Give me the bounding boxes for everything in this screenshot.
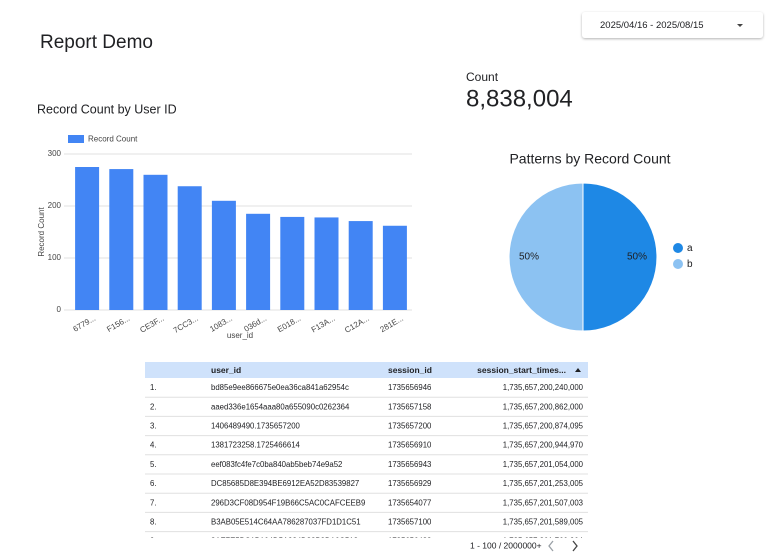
row-number: 7.: [150, 498, 157, 507]
pie-slice: [582, 182, 658, 332]
pie-slice: [508, 182, 584, 332]
x-tick-label: F156...: [105, 314, 131, 334]
scorecard-value: 8,838,004: [466, 85, 573, 112]
legend-swatch: [68, 135, 84, 143]
table-cell: 1381723258.1725466614: [211, 441, 301, 450]
slice-label: 50%: [519, 252, 539, 263]
bar: [280, 216, 305, 310]
table-cell: 8AE7E5BC1B104D5A934D83B9D16C512: [211, 537, 358, 546]
table-cell: 1735657100: [388, 517, 432, 526]
table-cell: DC85685D8E394BE6912EA52D83539827: [211, 479, 359, 488]
table-cell: bd85e9ee866675e0ea36ca841a62954c: [211, 383, 349, 392]
table-cell: 1735656910: [388, 441, 432, 450]
slice-label: 50%: [627, 252, 647, 263]
bar: [382, 225, 407, 310]
table-header-bg: [145, 362, 588, 378]
chart-title: Record Count by User ID: [37, 102, 177, 116]
bar: [109, 169, 134, 310]
pie-chart: Patterns by Record Count 50% a 50% b: [508, 151, 693, 332]
row-number: 3.: [150, 421, 157, 430]
table-body: 1. bd85e9ee866675e0ea36ca841a62954c 173565…: [145, 383, 588, 546]
x-tick-label: CE3F...: [138, 314, 165, 335]
x-tick-label: 6779...: [71, 314, 97, 334]
table-cell: 1735656943: [388, 460, 431, 469]
table-cell: 1,735,657,201,253,005: [503, 479, 584, 488]
table-cell: B3AB05E514C64AA786287037FD1D1C51: [211, 517, 361, 526]
table-cell: 1735657200: [388, 421, 432, 430]
table-cell: 1735657158: [388, 402, 431, 411]
chart-title: Patterns by Record Count: [509, 151, 670, 167]
table-cell: 1,735,657,201,760,904: [503, 537, 584, 546]
row-number: 4.: [150, 441, 157, 450]
bar: [246, 213, 271, 310]
row-number: 8.: [150, 517, 157, 526]
column-header[interactable]: user_id: [211, 365, 241, 375]
table-cell: 1,735,657,201,589,005: [503, 517, 584, 526]
dropdown-caret[interactable]: [737, 24, 743, 27]
sort-indicator: [575, 368, 581, 372]
table-cell: 1,735,657,201,507,003: [503, 498, 583, 507]
table-cell: 296D3CF08D954F19B66C5AC0CAFCEEB9: [211, 498, 365, 507]
row-number: 9.: [150, 537, 157, 546]
legend-label: Record Count: [88, 135, 138, 144]
table-cell: 1,735,657,200,874,095: [503, 421, 584, 430]
legend-marker: [673, 259, 683, 269]
legend-label: a: [687, 243, 693, 254]
x-tick-label: E018...: [276, 314, 302, 334]
bar: [314, 217, 339, 310]
bar: [348, 221, 373, 310]
y-tick-label: 0: [57, 305, 62, 314]
x-axis-label: user_id: [227, 331, 253, 340]
x-tick-label: C12A...: [343, 314, 371, 335]
bar: [143, 174, 168, 310]
x-tick-label: 281E...: [378, 314, 404, 334]
next-page[interactable]: [572, 540, 578, 552]
column-header[interactable]: session_id: [388, 365, 432, 375]
date-range-box[interactable]: [582, 12, 763, 38]
bar: [177, 186, 202, 310]
table-cell: aaed336e1654aaa80a655090c0262364: [211, 402, 350, 411]
bar: [211, 200, 236, 310]
data-table: user_id session_id session_start_times... 1…: [145, 362, 588, 546]
y-axis-label: Record Count: [37, 207, 46, 257]
row-number: 1.: [150, 383, 157, 392]
row-number: 6.: [150, 479, 157, 488]
bar-chart: Record Count by User ID Record Count 0 100 2…: [37, 102, 412, 340]
table-cell: 1,735,657,201,054,000: [503, 460, 584, 469]
table-cell: 1,735,657,200,862,000: [503, 402, 584, 411]
y-tick-label: 300: [48, 149, 62, 158]
scorecard-label: Count: [466, 70, 499, 84]
table-cell: 1406489490.1735657200: [211, 421, 301, 430]
row-number: 5.: [150, 460, 157, 469]
x-tick-label: 036d...: [242, 314, 268, 334]
legend-label: b: [687, 259, 693, 270]
date-range-text[interactable]: 2025/04/16 - 2025/08/15: [600, 20, 704, 31]
y-tick-label: 100: [48, 253, 62, 262]
table-cell: 1,735,657,200,944,970: [503, 441, 584, 450]
x-tick-label: 7CC3...: [172, 314, 200, 335]
table-cell: 1735656929: [388, 479, 431, 488]
table-cell: 1735656946: [388, 383, 431, 392]
table-cell: 1,735,657,200,240,000: [503, 383, 584, 392]
table-cell: 1735656482: [388, 537, 431, 546]
prev-page[interactable]: [548, 540, 554, 552]
column-header[interactable]: session_start_times...: [477, 365, 566, 375]
y-tick-label: 200: [48, 201, 62, 210]
legend-marker: [673, 243, 683, 253]
pagination-text: 1 - 100 / 2000000+: [470, 540, 542, 550]
table-cell: eef083fc4fe7c0ba840ab5beb74e9a52: [211, 460, 342, 469]
pagination: 1 - 100 / 2000000+: [470, 540, 578, 552]
date-range-picker[interactable]: 2025/04/16 - 2025/08/15: [582, 12, 763, 38]
report-title: Report Demo: [40, 32, 153, 53]
row-number: 2.: [150, 402, 157, 411]
x-tick-label: F13A...: [310, 314, 337, 335]
table-cell: 1735654077: [388, 498, 431, 507]
bar: [75, 167, 100, 310]
